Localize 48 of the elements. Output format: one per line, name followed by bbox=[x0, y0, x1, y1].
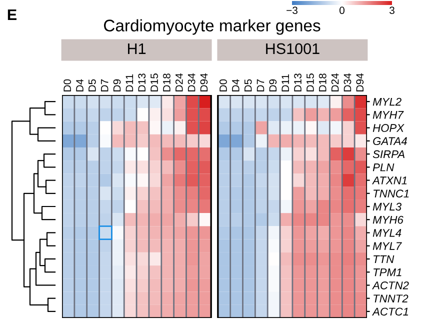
x-tick-label: D5 bbox=[244, 79, 252, 92]
color-bar-label: −3 bbox=[286, 6, 298, 14]
color-bar-label: 0 bbox=[340, 6, 344, 14]
y-tick-label: TNNC1 bbox=[374, 190, 409, 198]
y-tick-label: TTN bbox=[374, 255, 394, 263]
x-tick-label: D0 bbox=[220, 79, 227, 92]
x-tick-label: D34 bbox=[188, 73, 196, 92]
y-tick-label: GATA4 bbox=[373, 137, 407, 146]
x-tick-label: D11 bbox=[282, 74, 289, 92]
y-tick-label: TNNT2 bbox=[374, 294, 408, 302]
x-tick-label: D24 bbox=[331, 73, 339, 92]
chart-title: Cardiomyocyte marker genes bbox=[104, 19, 320, 35]
x-tick-label: D11 bbox=[126, 74, 134, 92]
x-tick-label: D15 bbox=[150, 74, 158, 92]
x-tick-label: D94 bbox=[356, 73, 364, 92]
x-tick-label: D0 bbox=[64, 79, 72, 92]
color-bar-label: 3 bbox=[390, 6, 394, 14]
y-tick-label: SIRPA bbox=[372, 150, 404, 158]
x-tick-label: D24 bbox=[175, 73, 183, 92]
text: HS1001 bbox=[266, 43, 320, 54]
y-tick-label: MYL2 bbox=[372, 98, 402, 106]
x-tick-label: D18 bbox=[163, 74, 170, 92]
y-tick-label: PLN bbox=[372, 164, 394, 172]
x-tick-label: D15 bbox=[306, 74, 314, 92]
y-tick-label: MYL7 bbox=[372, 242, 402, 250]
y-tick-label: ATXN1 bbox=[372, 176, 407, 184]
x-tick-label: D4 bbox=[76, 79, 84, 92]
y-tick-label: MYL4 bbox=[372, 229, 402, 237]
y-tick-label: MYH6 bbox=[372, 216, 404, 224]
y-tick-label: ACTN2 bbox=[372, 281, 409, 290]
text: E bbox=[8, 9, 16, 20]
x-tick-label: D94 bbox=[200, 73, 208, 92]
x-tick-label: D7 bbox=[256, 79, 264, 92]
x-tick-label: D34 bbox=[344, 73, 352, 92]
x-tick-label: D9 bbox=[269, 79, 277, 92]
x-tick-label: D13 bbox=[138, 74, 146, 92]
x-tick-label: D7 bbox=[101, 79, 108, 92]
y-tick-label: MYL3 bbox=[372, 202, 402, 211]
x-tick-label: D13 bbox=[294, 74, 302, 92]
y-tick-label: ACTC1 bbox=[372, 308, 408, 316]
x-tick-label: D5 bbox=[88, 79, 96, 92]
x-tick-label: D4 bbox=[232, 79, 240, 92]
y-tick-label: MYH7 bbox=[372, 111, 404, 119]
y-tick-label: TPM1 bbox=[374, 268, 402, 276]
text: H1 bbox=[128, 43, 146, 54]
x-tick-label: D9 bbox=[113, 79, 121, 92]
y-tick-label: HOPX bbox=[372, 124, 404, 132]
x-tick-label: D18 bbox=[318, 74, 326, 92]
